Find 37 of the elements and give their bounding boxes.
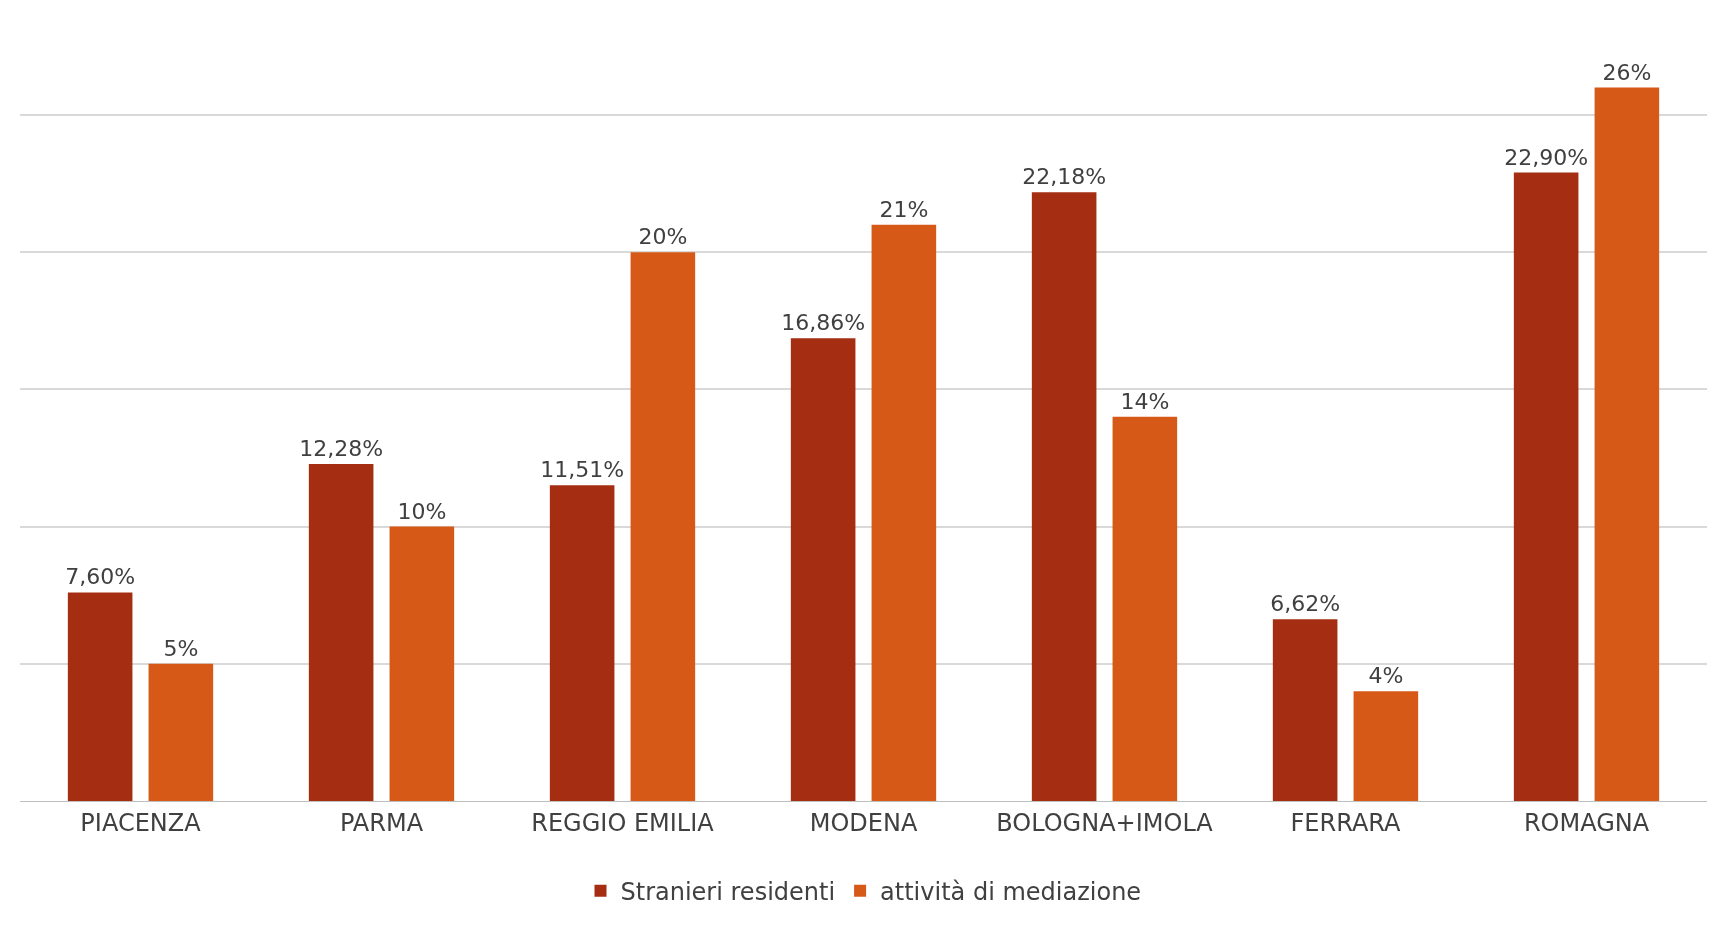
bar <box>67 592 133 801</box>
data-label: 6,62% <box>1270 591 1341 617</box>
x-tick-label: REGGIO EMILIA <box>531 808 715 837</box>
legend-label: Stranieri residenti <box>620 878 836 907</box>
bar <box>1031 192 1097 801</box>
bar <box>1112 416 1178 801</box>
data-label: 14% <box>1120 388 1170 414</box>
data-label: 11,51% <box>540 457 625 483</box>
bar <box>1594 87 1660 801</box>
bar <box>148 663 214 801</box>
legend-label: attività di mediazione <box>880 878 1142 907</box>
data-label: 20% <box>638 224 688 250</box>
x-tick-label: FERRARA <box>1290 808 1402 837</box>
bar <box>549 485 615 801</box>
x-tick-label: BOLOGNA+IMOLA <box>996 808 1214 837</box>
data-label: 16,86% <box>781 310 866 336</box>
x-tick-label: PARMA <box>339 808 424 837</box>
x-tick-label: ROMAGNA <box>1523 808 1650 837</box>
data-label: 7,60% <box>65 564 136 590</box>
bar <box>1353 691 1419 801</box>
data-label: 5% <box>163 635 199 661</box>
data-label: 4% <box>1368 663 1404 689</box>
bar <box>871 224 937 801</box>
data-label: 21% <box>879 196 929 222</box>
bar <box>1513 172 1579 801</box>
bar <box>630 252 696 801</box>
x-tick-label: MODENA <box>809 808 918 837</box>
bar <box>389 526 455 801</box>
data-label: 12,28% <box>299 436 384 462</box>
bar <box>790 338 856 801</box>
bar <box>1272 619 1338 801</box>
x-tick-label: PIACENZA <box>80 808 202 837</box>
data-label: 22,18% <box>1022 164 1107 190</box>
bar <box>308 464 374 801</box>
data-label: 10% <box>397 498 447 524</box>
data-label: 26% <box>1602 59 1652 85</box>
data-label: 22,90% <box>1504 144 1589 170</box>
